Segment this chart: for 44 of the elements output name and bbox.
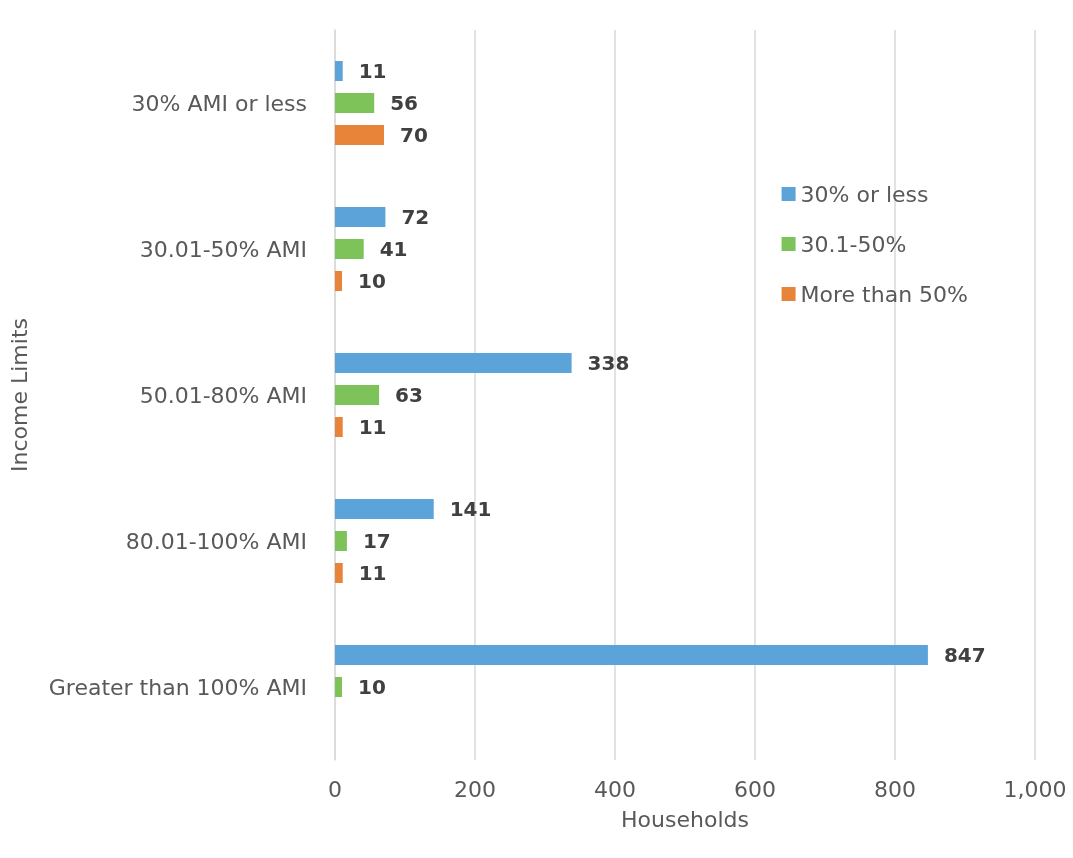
data-label: 11: [358, 59, 387, 83]
x-tick-label: 1,000: [1003, 776, 1067, 802]
bar: [335, 531, 347, 551]
y-axis-title: Income Limits: [6, 318, 32, 472]
data-label: 10: [358, 675, 386, 699]
data-label: 72: [401, 205, 430, 229]
y-tick-label: 30% AMI or less: [131, 90, 307, 116]
data-label: 338: [587, 351, 630, 375]
x-tick-label: 0: [328, 776, 342, 802]
data-label: 141: [449, 497, 492, 521]
bar: [335, 353, 572, 373]
y-tick-label: 50.01-80% AMI: [139, 382, 307, 408]
y-tick-label: 80.01-100% AMI: [125, 528, 307, 554]
bar: [335, 239, 364, 259]
data-label: 63: [395, 383, 423, 407]
legend-label: 30.1-50%: [800, 231, 907, 257]
bar: [335, 93, 375, 113]
data-label: 11: [358, 561, 387, 585]
data-label: 56: [390, 91, 419, 115]
data-label: 11: [358, 415, 387, 439]
bar: [335, 385, 380, 405]
x-tick-label: 800: [874, 776, 916, 802]
y-tick-label: 30.01-50% AMI: [139, 236, 307, 262]
x-tick-label: 200: [454, 776, 496, 802]
data-label: 70: [400, 123, 428, 147]
data-label: 17: [362, 529, 391, 553]
data-label: 41: [379, 237, 408, 261]
bar: [335, 645, 928, 665]
data-label: 10: [358, 269, 386, 293]
y-tick-label: Greater than 100% AMI: [48, 674, 307, 700]
x-axis-title: Households: [621, 806, 749, 832]
bar: [335, 207, 386, 227]
bar: [335, 125, 384, 145]
x-tick-label: 400: [594, 776, 636, 802]
legend-label: 30% or less: [800, 181, 929, 207]
bar: [335, 563, 343, 583]
bar: [335, 499, 434, 519]
data-label: 847: [943, 643, 986, 667]
bar: [335, 61, 343, 81]
legend-label: More than 50%: [800, 281, 968, 307]
x-tick-label: 600: [734, 776, 776, 802]
bar: [335, 271, 342, 291]
bar: [335, 677, 342, 697]
bar: [335, 417, 343, 437]
